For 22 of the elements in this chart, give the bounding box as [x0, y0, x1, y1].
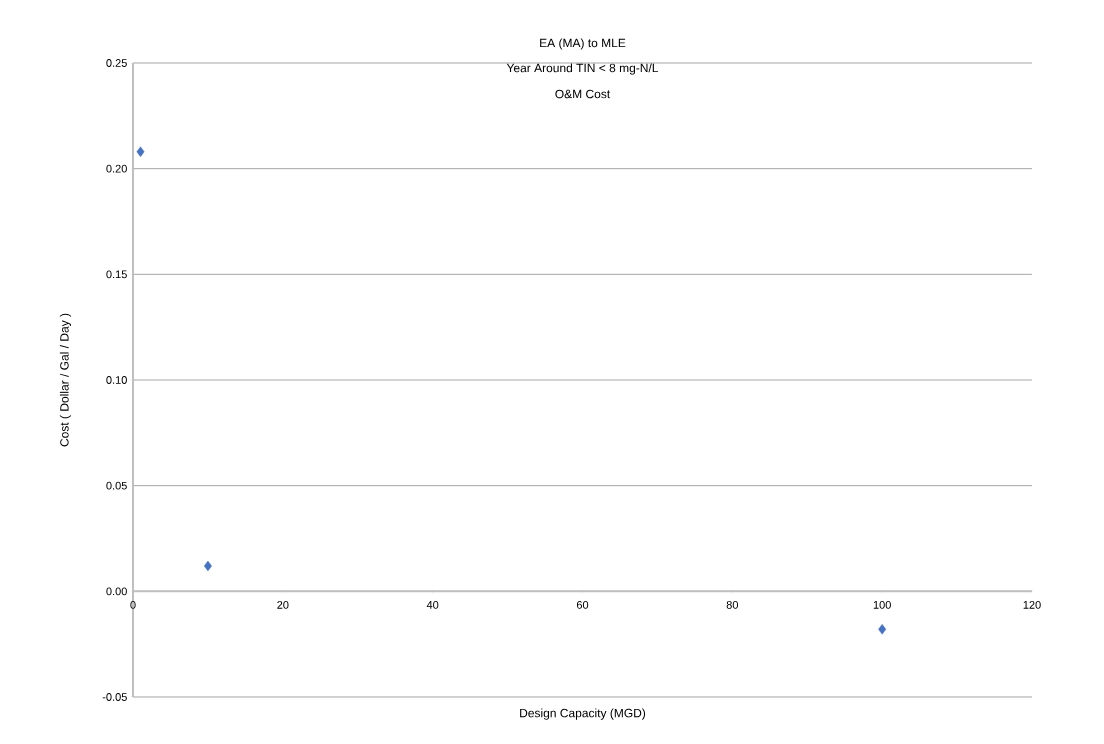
point: [878, 624, 887, 635]
y-tick-label: 0.05: [106, 481, 127, 490]
x-tick-label: 20: [277, 601, 289, 609]
y-tick-label: 0.00: [106, 587, 127, 596]
y-tick-label: 0.20: [106, 164, 127, 173]
x-tick-label: 100: [873, 601, 891, 609]
chart-subtitle: Year Around TIN < 8 mg-N/L: [506, 63, 659, 75]
y-tick-label: 0.15: [106, 270, 127, 279]
point: [136, 146, 145, 157]
x-tick-label: 60: [576, 601, 589, 609]
x-tick-label: 80: [726, 601, 739, 609]
annotation: O&M Cost: [555, 89, 611, 99]
x-tick-label: 40: [426, 601, 439, 609]
x-axis-title: Design Capacity (MGD): [520, 708, 646, 720]
point: [203, 560, 212, 572]
y-tick-label: -0.05: [102, 693, 127, 701]
x-tick-label: 120: [1023, 601, 1041, 609]
x-tick-label: 0: [130, 601, 136, 609]
y-tick-label: 0.25: [106, 59, 127, 67]
y-tick-label: 0.10: [106, 376, 127, 384]
y-axis-title: Cost ( Dollar / Gal / Day ): [59, 313, 72, 447]
chart-title: EA (MA) to MLE: [540, 38, 626, 50]
